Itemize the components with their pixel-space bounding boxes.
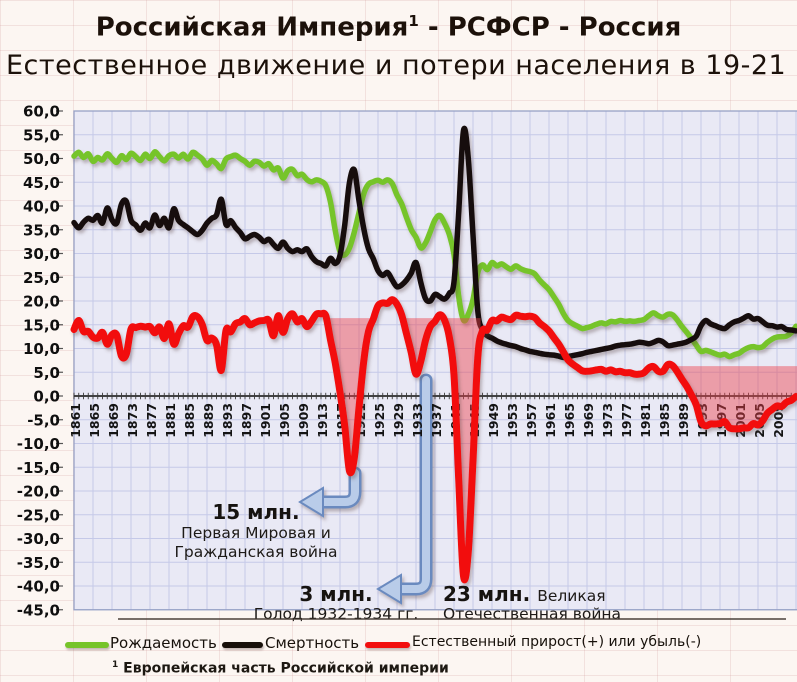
title-prefix: Российская Империя bbox=[95, 12, 409, 43]
svg-text:10,0: 10,0 bbox=[23, 340, 60, 358]
title-suffix: - РСФСР - Россия bbox=[418, 12, 682, 43]
annotation-famine-line1: Голод 1932-1934 гг. bbox=[254, 605, 419, 623]
ww1-arrowhead-icon bbox=[298, 486, 324, 518]
annotation-ww2-inline: Великая bbox=[537, 587, 605, 605]
svg-text:20,0: 20,0 bbox=[23, 293, 60, 311]
svg-text:60,0: 60,0 bbox=[23, 103, 60, 121]
legend-swatch-natural-increase bbox=[365, 642, 410, 648]
ww1-arrow bbox=[317, 469, 359, 506]
svg-text:-45,0: -45,0 bbox=[17, 601, 60, 619]
annotation-ww1-value: 15 млн. bbox=[212, 500, 299, 524]
svg-text:25,0: 25,0 bbox=[23, 269, 60, 287]
annotation-ww2-header: 23 млн. Великая bbox=[443, 582, 606, 606]
legend-label-natural-increase: Естественный прирост(+) или убыль(-) bbox=[412, 634, 702, 650]
svg-text:1893: 1893 bbox=[220, 403, 235, 438]
annotation-ww1-line2: Гражданская война bbox=[174, 543, 337, 561]
page-subtitle: Естественное движение и потери населения… bbox=[6, 50, 787, 81]
svg-text:1881: 1881 bbox=[163, 403, 178, 438]
svg-text:1885: 1885 bbox=[182, 403, 197, 438]
svg-text:-15,0: -15,0 bbox=[17, 459, 60, 477]
famine-arrowhead-icon bbox=[376, 573, 402, 605]
legend-swatch-births bbox=[65, 642, 109, 648]
svg-text:1909: 1909 bbox=[296, 403, 311, 438]
svg-text:15,0: 15,0 bbox=[23, 316, 60, 334]
svg-text:-10,0: -10,0 bbox=[17, 435, 60, 453]
svg-text:1973: 1973 bbox=[600, 403, 615, 438]
svg-text:40,0: 40,0 bbox=[23, 198, 60, 216]
annotation-ww2-line1: Отечественная война bbox=[443, 605, 621, 623]
svg-text:-35,0: -35,0 bbox=[17, 554, 60, 572]
svg-text:1985: 1985 bbox=[657, 403, 672, 438]
svg-text:1937: 1937 bbox=[429, 403, 444, 438]
callout-arrows bbox=[298, 373, 433, 605]
footnote: 1 Европейская часть Российской империи bbox=[112, 660, 449, 677]
svg-text:1969: 1969 bbox=[581, 403, 596, 438]
svg-text:-25,0: -25,0 bbox=[17, 506, 60, 524]
svg-text:1905: 1905 bbox=[277, 403, 292, 438]
svg-text:1889: 1889 bbox=[201, 403, 216, 438]
svg-text:1861: 1861 bbox=[68, 403, 83, 438]
svg-text:5,0: 5,0 bbox=[33, 364, 60, 382]
svg-text:1869: 1869 bbox=[106, 403, 121, 438]
svg-text:1965: 1965 bbox=[562, 403, 577, 438]
title-footnote-marker: 1 bbox=[408, 12, 419, 30]
svg-text:55,0: 55,0 bbox=[23, 126, 60, 144]
svg-text:1865: 1865 bbox=[87, 403, 102, 438]
svg-text:-40,0: -40,0 bbox=[17, 578, 60, 596]
svg-text:35,0: 35,0 bbox=[23, 221, 60, 239]
data-series bbox=[70, 125, 797, 584]
famine-arrow bbox=[395, 376, 430, 593]
svg-text:0,0: 0,0 bbox=[33, 388, 60, 406]
svg-text:1877: 1877 bbox=[144, 403, 159, 438]
svg-text:1949: 1949 bbox=[486, 403, 501, 438]
svg-text:1873: 1873 bbox=[125, 403, 140, 438]
svg-text:1897: 1897 bbox=[239, 403, 254, 438]
legend-swatch-deaths bbox=[222, 642, 263, 648]
footnote-text: Европейская часть Российской империи bbox=[123, 660, 449, 677]
svg-text:1961: 1961 bbox=[543, 403, 558, 438]
footnote-marker: 1 bbox=[112, 660, 119, 670]
legend-label-deaths: Смертность bbox=[265, 634, 360, 652]
svg-text:1929: 1929 bbox=[391, 403, 406, 438]
svg-text:1901: 1901 bbox=[258, 403, 273, 438]
svg-text:-30,0: -30,0 bbox=[17, 530, 60, 548]
svg-text:1957: 1957 bbox=[524, 403, 539, 438]
svg-text:1981: 1981 bbox=[638, 403, 653, 438]
svg-text:45,0: 45,0 bbox=[23, 174, 60, 192]
plot-bottom-shadow bbox=[118, 618, 786, 620]
legend-label-births: Рождаемость bbox=[110, 634, 217, 652]
svg-text:1989: 1989 bbox=[676, 403, 691, 438]
svg-text:-20,0: -20,0 bbox=[17, 483, 60, 501]
svg-text:30,0: 30,0 bbox=[23, 245, 60, 263]
svg-text:1953: 1953 bbox=[505, 403, 520, 438]
svg-text:-5,0: -5,0 bbox=[27, 411, 60, 429]
annotation-famine-value: 3 млн. bbox=[299, 582, 372, 606]
plot-area: 60,0 55,0 50,0 45,0 40,0 35,0 30,0 25,0 20,0 15,0… bbox=[17, 103, 797, 619]
x-axis-labels: 1861 1865 1869 1873 1877 1881 1885 1889 1893 1897… bbox=[68, 403, 786, 438]
svg-text:1933: 1933 bbox=[410, 403, 425, 438]
svg-text:1977: 1977 bbox=[619, 403, 634, 438]
svg-text:1925: 1925 bbox=[372, 403, 387, 438]
svg-text:1913: 1913 bbox=[315, 403, 330, 438]
annotation-ww2-value: 23 млн. bbox=[443, 582, 530, 606]
svg-text:50,0: 50,0 bbox=[23, 150, 60, 168]
page-title: Российская Империя1 - РСФСР - Россия bbox=[40, 12, 737, 43]
annotation-ww1-line1: Первая Мировая и bbox=[181, 524, 331, 542]
